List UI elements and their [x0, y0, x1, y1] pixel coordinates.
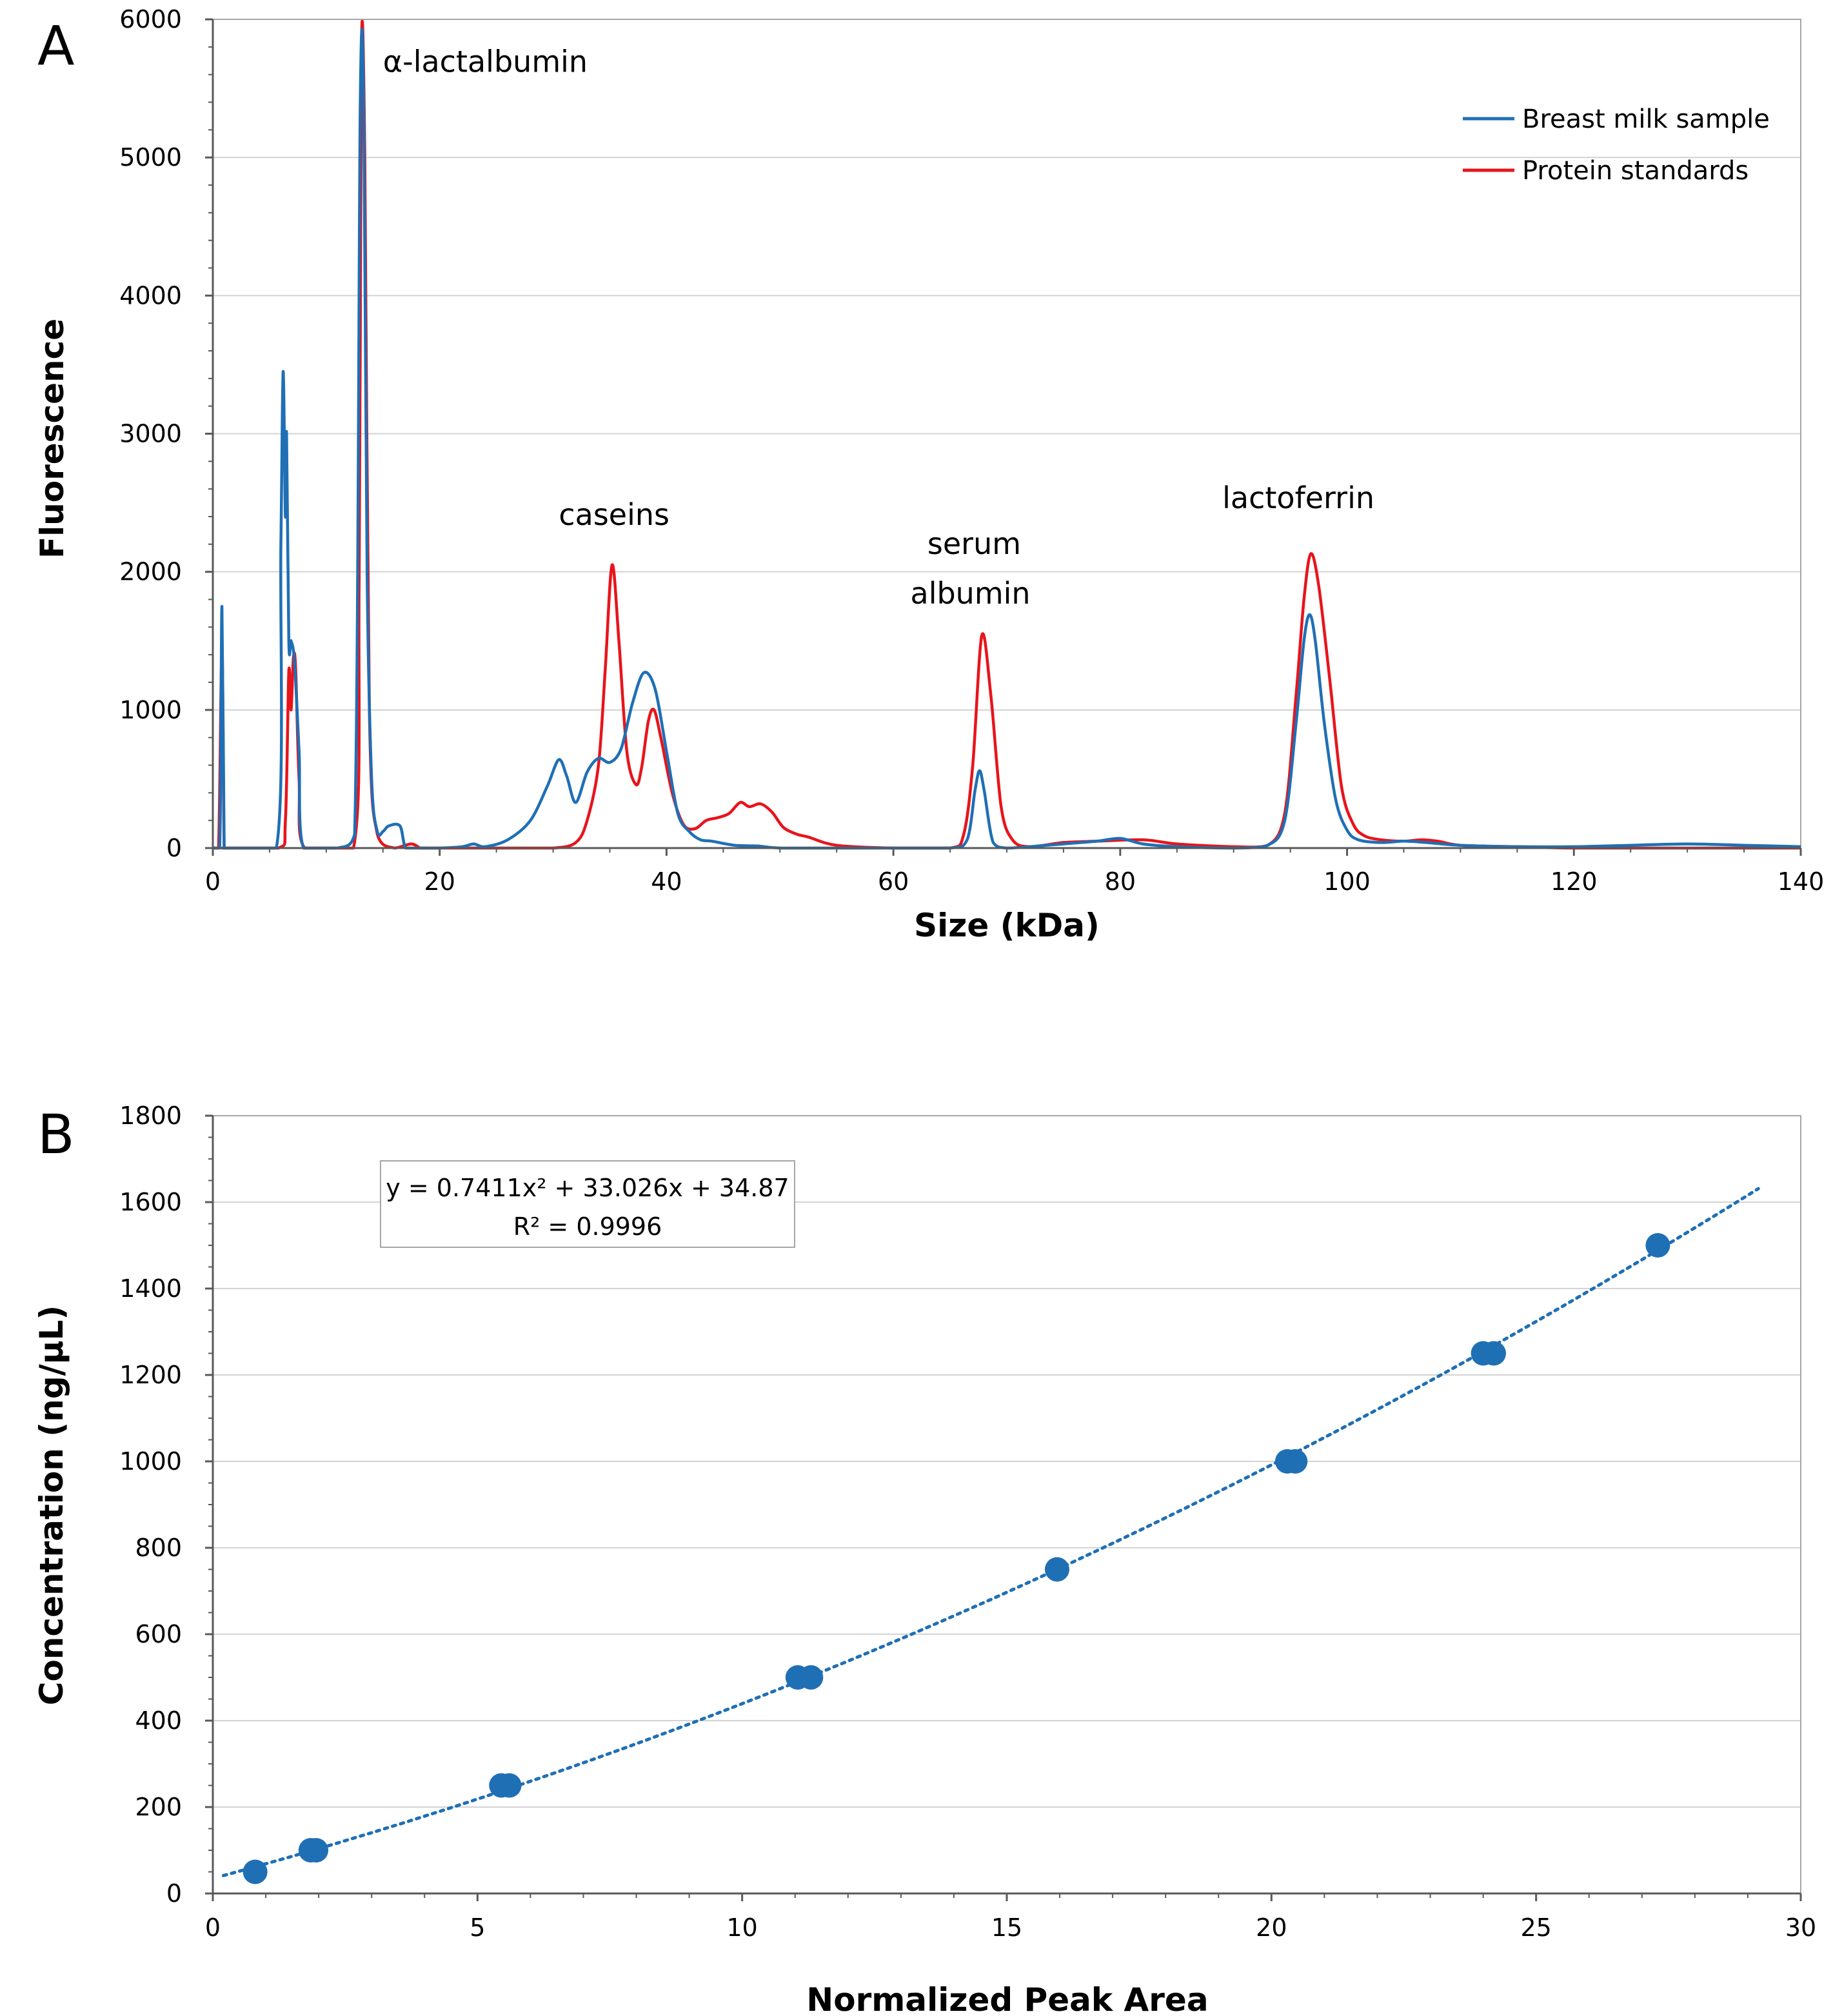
panel-a-x-tick-label: 60: [878, 867, 909, 896]
panel-b-y-tick-label: 800: [135, 1534, 182, 1562]
r-squared-value: R² = 0.9996: [513, 1212, 662, 1241]
panel-a-x-tick-label: 80: [1105, 867, 1136, 896]
panel-b-y-tick-label: 600: [135, 1620, 182, 1648]
panel-b-x-tick-label: 25: [1520, 1913, 1551, 1942]
panel-b-x-tick-label: 5: [470, 1913, 485, 1942]
calibration-point: [304, 1838, 329, 1863]
panel-b-x-tick-label: 0: [205, 1913, 221, 1942]
panel-a-y-tick-label: 6000: [119, 5, 182, 34]
panel-a-y-tick-label: 2000: [119, 558, 182, 586]
panel-a-x-tick-label: 100: [1323, 867, 1371, 896]
calibration-point: [243, 1859, 268, 1884]
panel-b-y-tick-label: 0: [166, 1879, 182, 1908]
annotation-label: α-lactalbumin: [383, 44, 588, 79]
panel-a-y-tick-labels: 0 1000 2000 3000 4000 5000 6000: [119, 5, 182, 862]
panel-a-y-tick-label: 1000: [119, 696, 182, 724]
panel-a-y-tick-label: 4000: [119, 281, 182, 310]
panel-b-x-tick-label: 30: [1785, 1913, 1816, 1942]
calibration-point: [497, 1773, 522, 1798]
panel-a-x-axis-title: Size (kDa): [914, 907, 1100, 944]
panel-b-x-tick-label: 15: [991, 1913, 1022, 1942]
panel-b-x-tick-label: 20: [1256, 1913, 1287, 1942]
panel-a-legend: Breast milk sample Protein standards: [1463, 104, 1770, 186]
panel-a-y-axis-title: Fluorescence: [34, 319, 71, 558]
panel-b-y-tick-label: 1600: [119, 1188, 182, 1216]
trendline-equation: y = 0.7411x² + 33.026x + 34.87: [386, 1174, 789, 1202]
panel-b-y-tick-label: 1800: [119, 1102, 182, 1130]
panel-a-y-tick-label: 3000: [119, 420, 182, 448]
panel-a-y-tick-label: 5000: [119, 143, 182, 172]
panel-b-y-axis-title: Concentration (ng/µL): [33, 1305, 70, 1705]
calibration-point: [1645, 1233, 1670, 1258]
panel-a-y-tick-label: 0: [166, 834, 182, 862]
equation-box: y = 0.7411x² + 33.026x + 34.87 R² = 0.99…: [380, 1160, 795, 1248]
calibration-point: [1283, 1449, 1308, 1474]
panel-a-x-tick-label: 20: [424, 867, 455, 896]
panel-a-x-tick-label: 140: [1778, 867, 1825, 896]
series-line-breast-milk: [213, 28, 1801, 850]
annotation-label: lactoferrin: [1222, 480, 1374, 515]
panel-b-y-tick-labels: 0 200 400 600 800 1000 1200 1400 1600 1800: [119, 1102, 182, 1908]
annotation-label: albumin: [911, 576, 1031, 611]
panel-b-points: [243, 1233, 1670, 1884]
calibration-point: [1044, 1557, 1069, 1582]
panel-a-ticks: [205, 18, 1802, 856]
panel-a-label: A: [37, 14, 74, 77]
annotation-label: caseins: [559, 497, 669, 532]
panel-b-x-axis-title: Normalized Peak Area: [806, 1981, 1208, 2016]
panel-b-x-tick-labels: 0 5 10 15 20 25 30: [205, 1913, 1816, 1942]
panel-a-x-tick-label: 0: [205, 867, 221, 896]
legend-label-breast-milk: Breast milk sample: [1522, 104, 1770, 134]
legend-label-protein-standards: Protein standards: [1522, 156, 1749, 186]
equation-box-frame: [380, 1160, 795, 1248]
calibration-point: [798, 1665, 824, 1690]
panel-a-annotations: α-lactalbumin caseins serum albumin lactofer…: [383, 44, 1374, 611]
annotation-label: serum: [927, 526, 1021, 561]
panel-b-y-tick-label: 1400: [119, 1274, 182, 1303]
panel-a-x-tick-label: 40: [651, 867, 682, 896]
panel-b-y-tick-label: 200: [135, 1793, 182, 1821]
panel-a-chart: A 0 1000 2000 3000 4000 5000 6000 0 20 40 60 80 100…: [34, 5, 1824, 944]
panel-a-x-tick-label: 120: [1551, 867, 1598, 896]
panel-b-x-tick-label: 10: [726, 1913, 757, 1942]
panel-b-y-tick-label: 1000: [119, 1447, 182, 1476]
panel-b-y-tick-label: 400: [135, 1706, 182, 1735]
panel-b-label: B: [37, 1103, 75, 1166]
calibration-point: [1481, 1341, 1507, 1366]
panel-b-trendline: [221, 1187, 1760, 1877]
panel-a-x-tick-labels: 0 20 40 60 80 100 120 140: [205, 867, 1824, 896]
panel-b-chart: B 0 200 400 600 800 1000 1200 1400 1600 1800 0 5 10…: [33, 1102, 1816, 2016]
panel-b-y-tick-label: 1200: [119, 1361, 182, 1389]
